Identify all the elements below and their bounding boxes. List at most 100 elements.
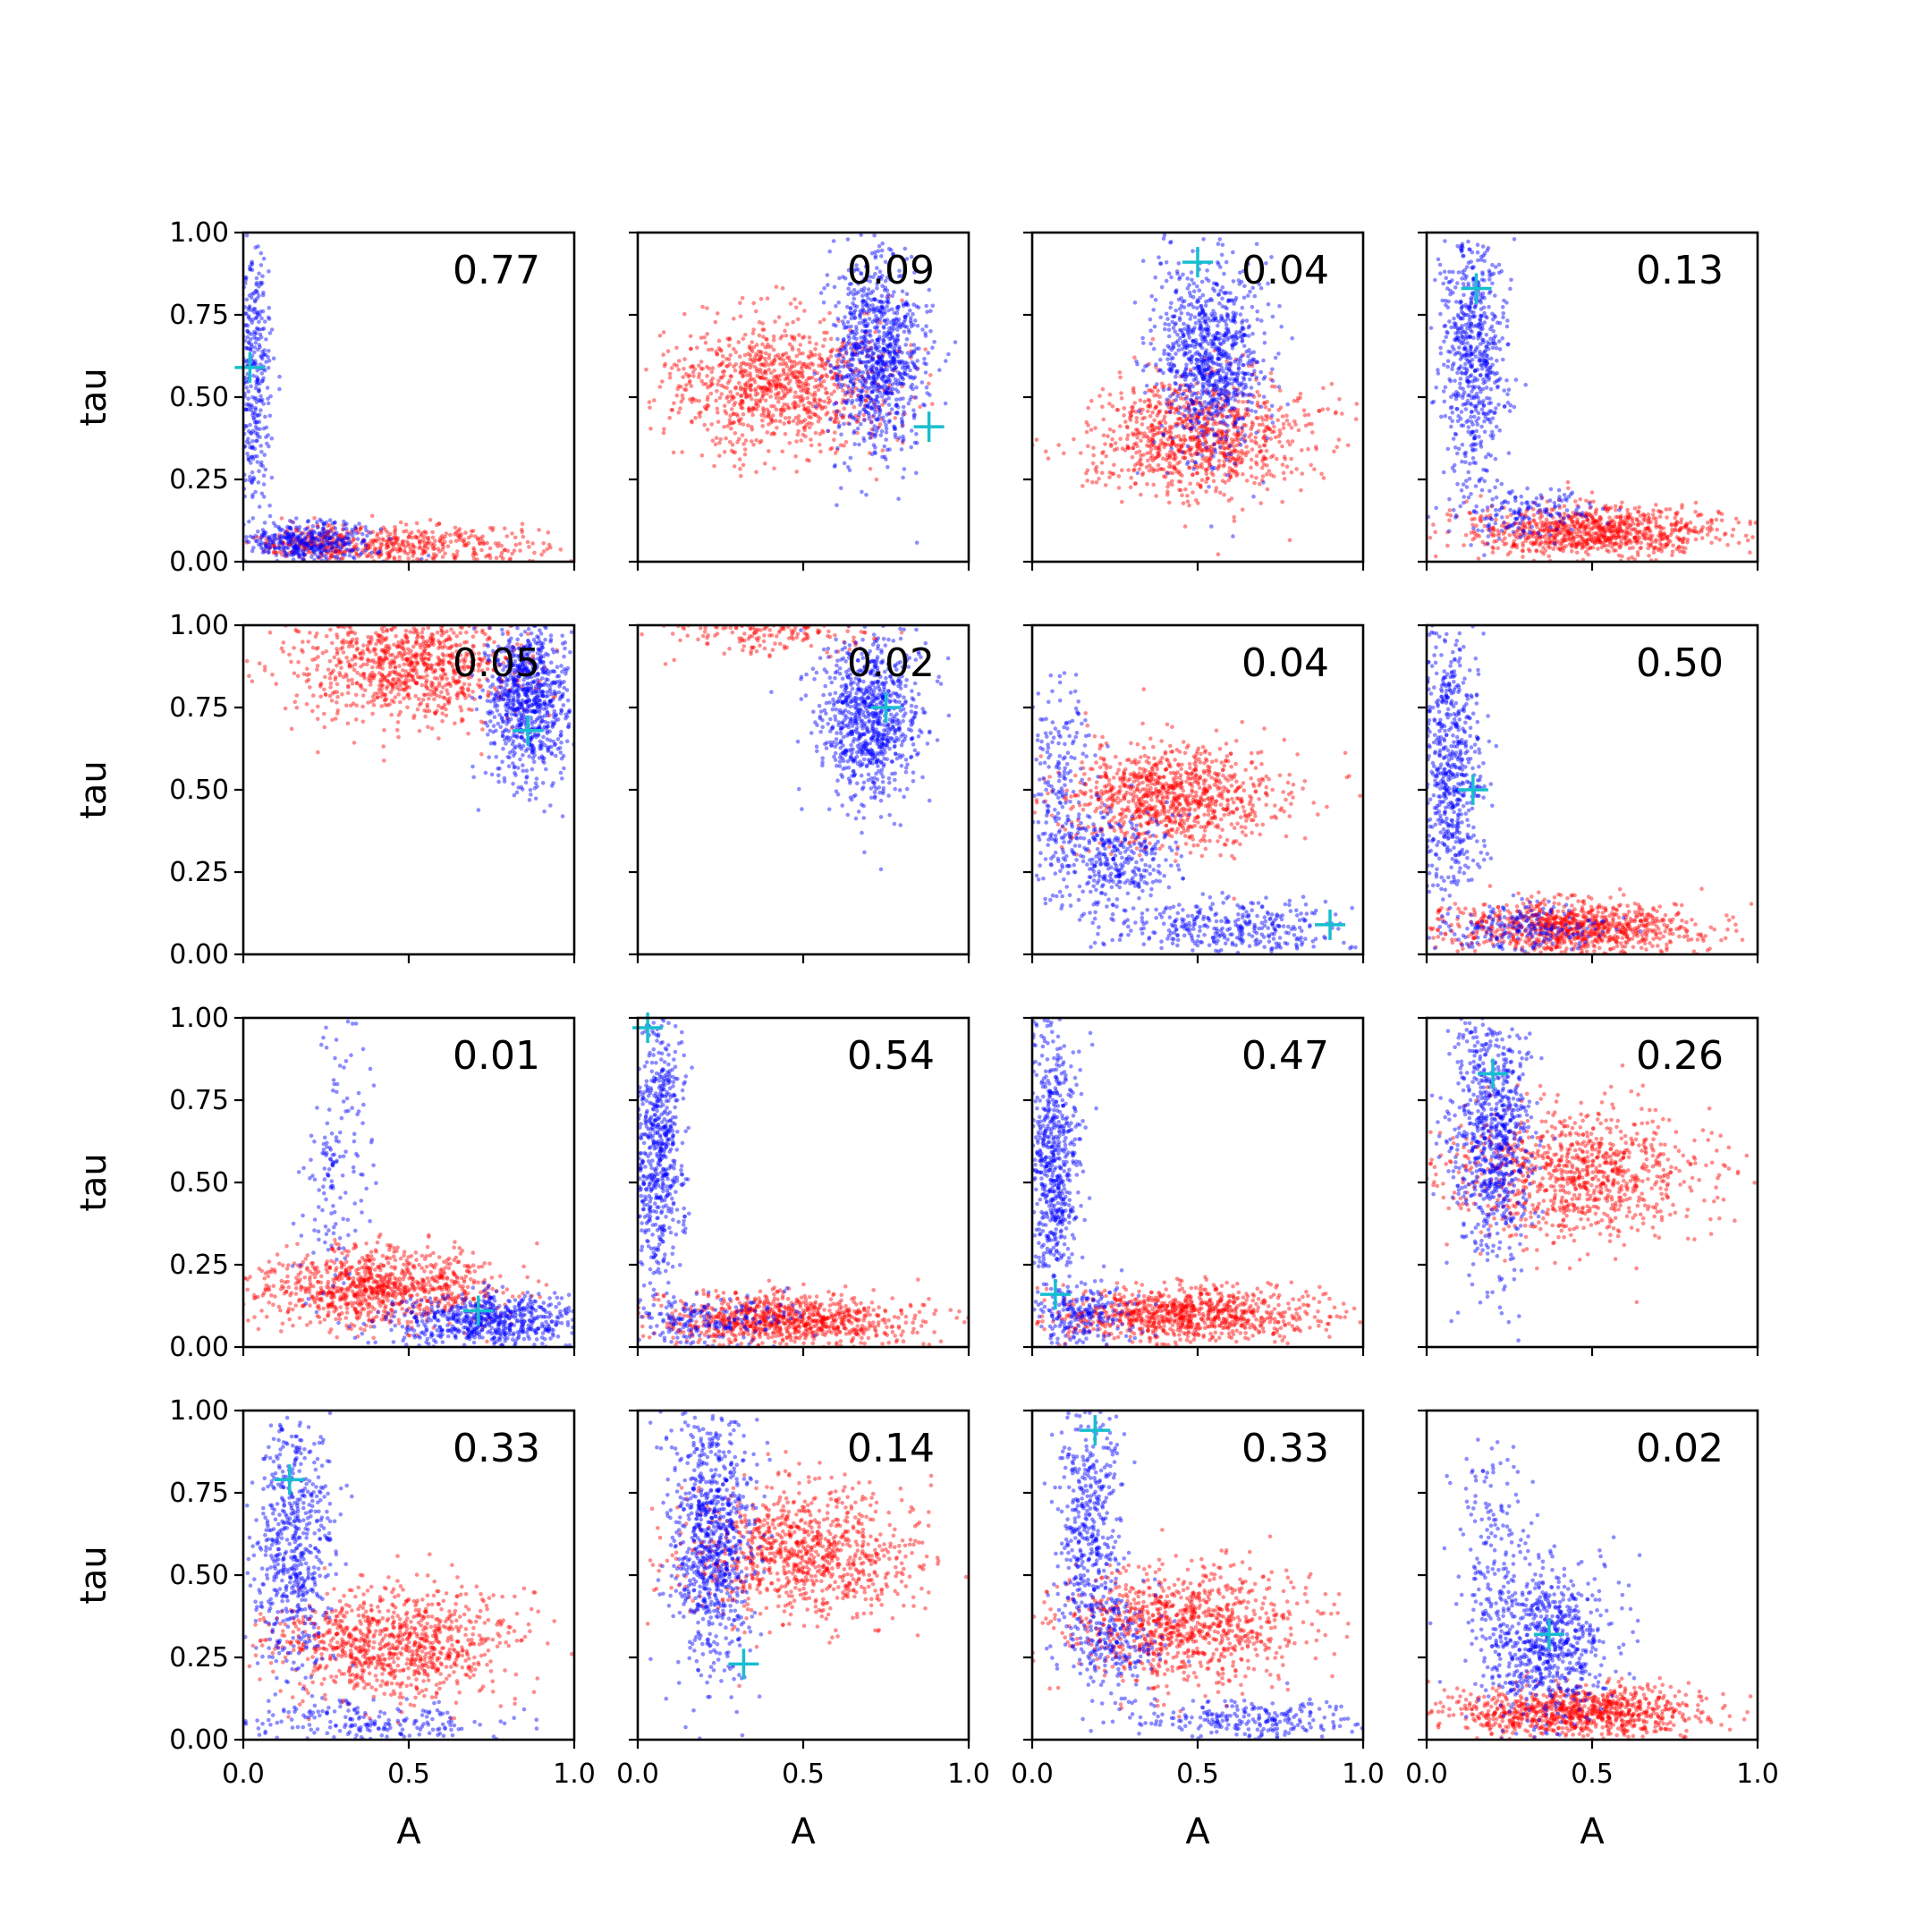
- point-red: [1280, 499, 1284, 504]
- point-blue: [883, 285, 888, 291]
- point-red: [331, 545, 335, 549]
- point-blue: [877, 308, 883, 313]
- point-red: [724, 356, 729, 361]
- point-red: [1226, 454, 1231, 459]
- point-red: [1216, 552, 1221, 557]
- point-blue: [254, 361, 258, 367]
- point-red: [822, 337, 827, 342]
- point-red: [835, 447, 840, 453]
- point-blue: [895, 334, 900, 339]
- point-blue: [876, 373, 881, 377]
- point-blue: [252, 446, 258, 452]
- point-blue: [842, 421, 846, 427]
- point-red: [259, 535, 265, 539]
- point-red: [354, 552, 360, 557]
- point-red: [690, 419, 694, 425]
- point-red: [763, 398, 768, 403]
- point-blue: [347, 536, 352, 541]
- point-blue: [308, 530, 313, 534]
- point-red: [331, 550, 335, 555]
- point-red: [661, 330, 666, 335]
- point-blue: [882, 374, 887, 379]
- point-blue: [1191, 377, 1197, 383]
- point-red: [383, 527, 387, 532]
- point-red: [869, 345, 873, 351]
- point-red: [412, 545, 417, 549]
- point-red: [1748, 521, 1753, 527]
- point-blue: [296, 546, 301, 550]
- point-blue: [873, 445, 877, 450]
- point-red: [325, 546, 330, 551]
- point-blue: [863, 363, 869, 369]
- point-blue: [1195, 298, 1200, 302]
- point-blue: [1236, 366, 1241, 370]
- point-red: [1178, 416, 1183, 421]
- point-red: [270, 538, 275, 543]
- point-red: [319, 540, 324, 546]
- point-blue: [892, 366, 897, 371]
- point-red: [750, 340, 754, 344]
- point-blue: [1197, 310, 1202, 316]
- point-blue: [869, 390, 874, 394]
- point-blue: [865, 394, 870, 399]
- point-red: [814, 342, 818, 346]
- point-blue: [826, 360, 830, 364]
- point-blue: [1198, 402, 1203, 408]
- point-blue: [309, 545, 314, 549]
- point-blue: [249, 332, 254, 336]
- point-blue: [887, 352, 892, 357]
- point-red: [748, 393, 753, 398]
- point-red: [809, 353, 815, 359]
- point-red: [352, 546, 358, 551]
- point-red: [860, 386, 865, 390]
- point-red: [856, 419, 860, 424]
- point-red: [1097, 477, 1101, 481]
- point-red: [1174, 407, 1179, 412]
- point-blue: [1190, 372, 1194, 377]
- point-blue: [1202, 319, 1207, 325]
- point-red: [1148, 402, 1153, 407]
- point-red: [393, 540, 398, 545]
- point-blue: [877, 275, 883, 280]
- point-red: [744, 392, 750, 397]
- point-blue: [1233, 406, 1237, 411]
- point-blue: [861, 335, 866, 339]
- point-blue: [251, 307, 257, 311]
- point-red: [826, 395, 831, 401]
- point-red: [781, 361, 786, 367]
- point-blue: [1184, 343, 1190, 348]
- point-red: [1271, 474, 1276, 479]
- point-blue: [851, 384, 856, 389]
- point-blue: [1216, 337, 1221, 342]
- point-red: [769, 420, 774, 425]
- point-red: [834, 365, 839, 369]
- point-blue: [1199, 345, 1205, 351]
- point-blue: [860, 300, 865, 305]
- point-red: [709, 347, 715, 352]
- point-red: [689, 346, 693, 352]
- point-red: [777, 419, 783, 424]
- point-red: [1241, 435, 1246, 440]
- point-red: [743, 383, 749, 388]
- point-blue: [1199, 411, 1204, 417]
- point-red: [462, 543, 467, 548]
- point-blue: [878, 300, 884, 305]
- point-red: [370, 542, 376, 547]
- point-red: [1635, 533, 1640, 538]
- point-blue: [309, 555, 314, 559]
- point-blue: [858, 397, 863, 402]
- point-red: [771, 347, 776, 352]
- point-red: [752, 406, 757, 411]
- point-blue: [1216, 362, 1221, 368]
- point-blue: [250, 516, 256, 521]
- point-blue: [901, 438, 905, 444]
- point-red: [1150, 441, 1156, 446]
- point-red: [869, 370, 875, 375]
- point-red: [829, 369, 834, 374]
- point-blue: [1187, 386, 1192, 391]
- point-blue: [1255, 309, 1259, 314]
- point-blue: [267, 535, 271, 540]
- point-blue: [849, 377, 854, 381]
- point-blue: [252, 335, 257, 340]
- point-red: [708, 384, 713, 389]
